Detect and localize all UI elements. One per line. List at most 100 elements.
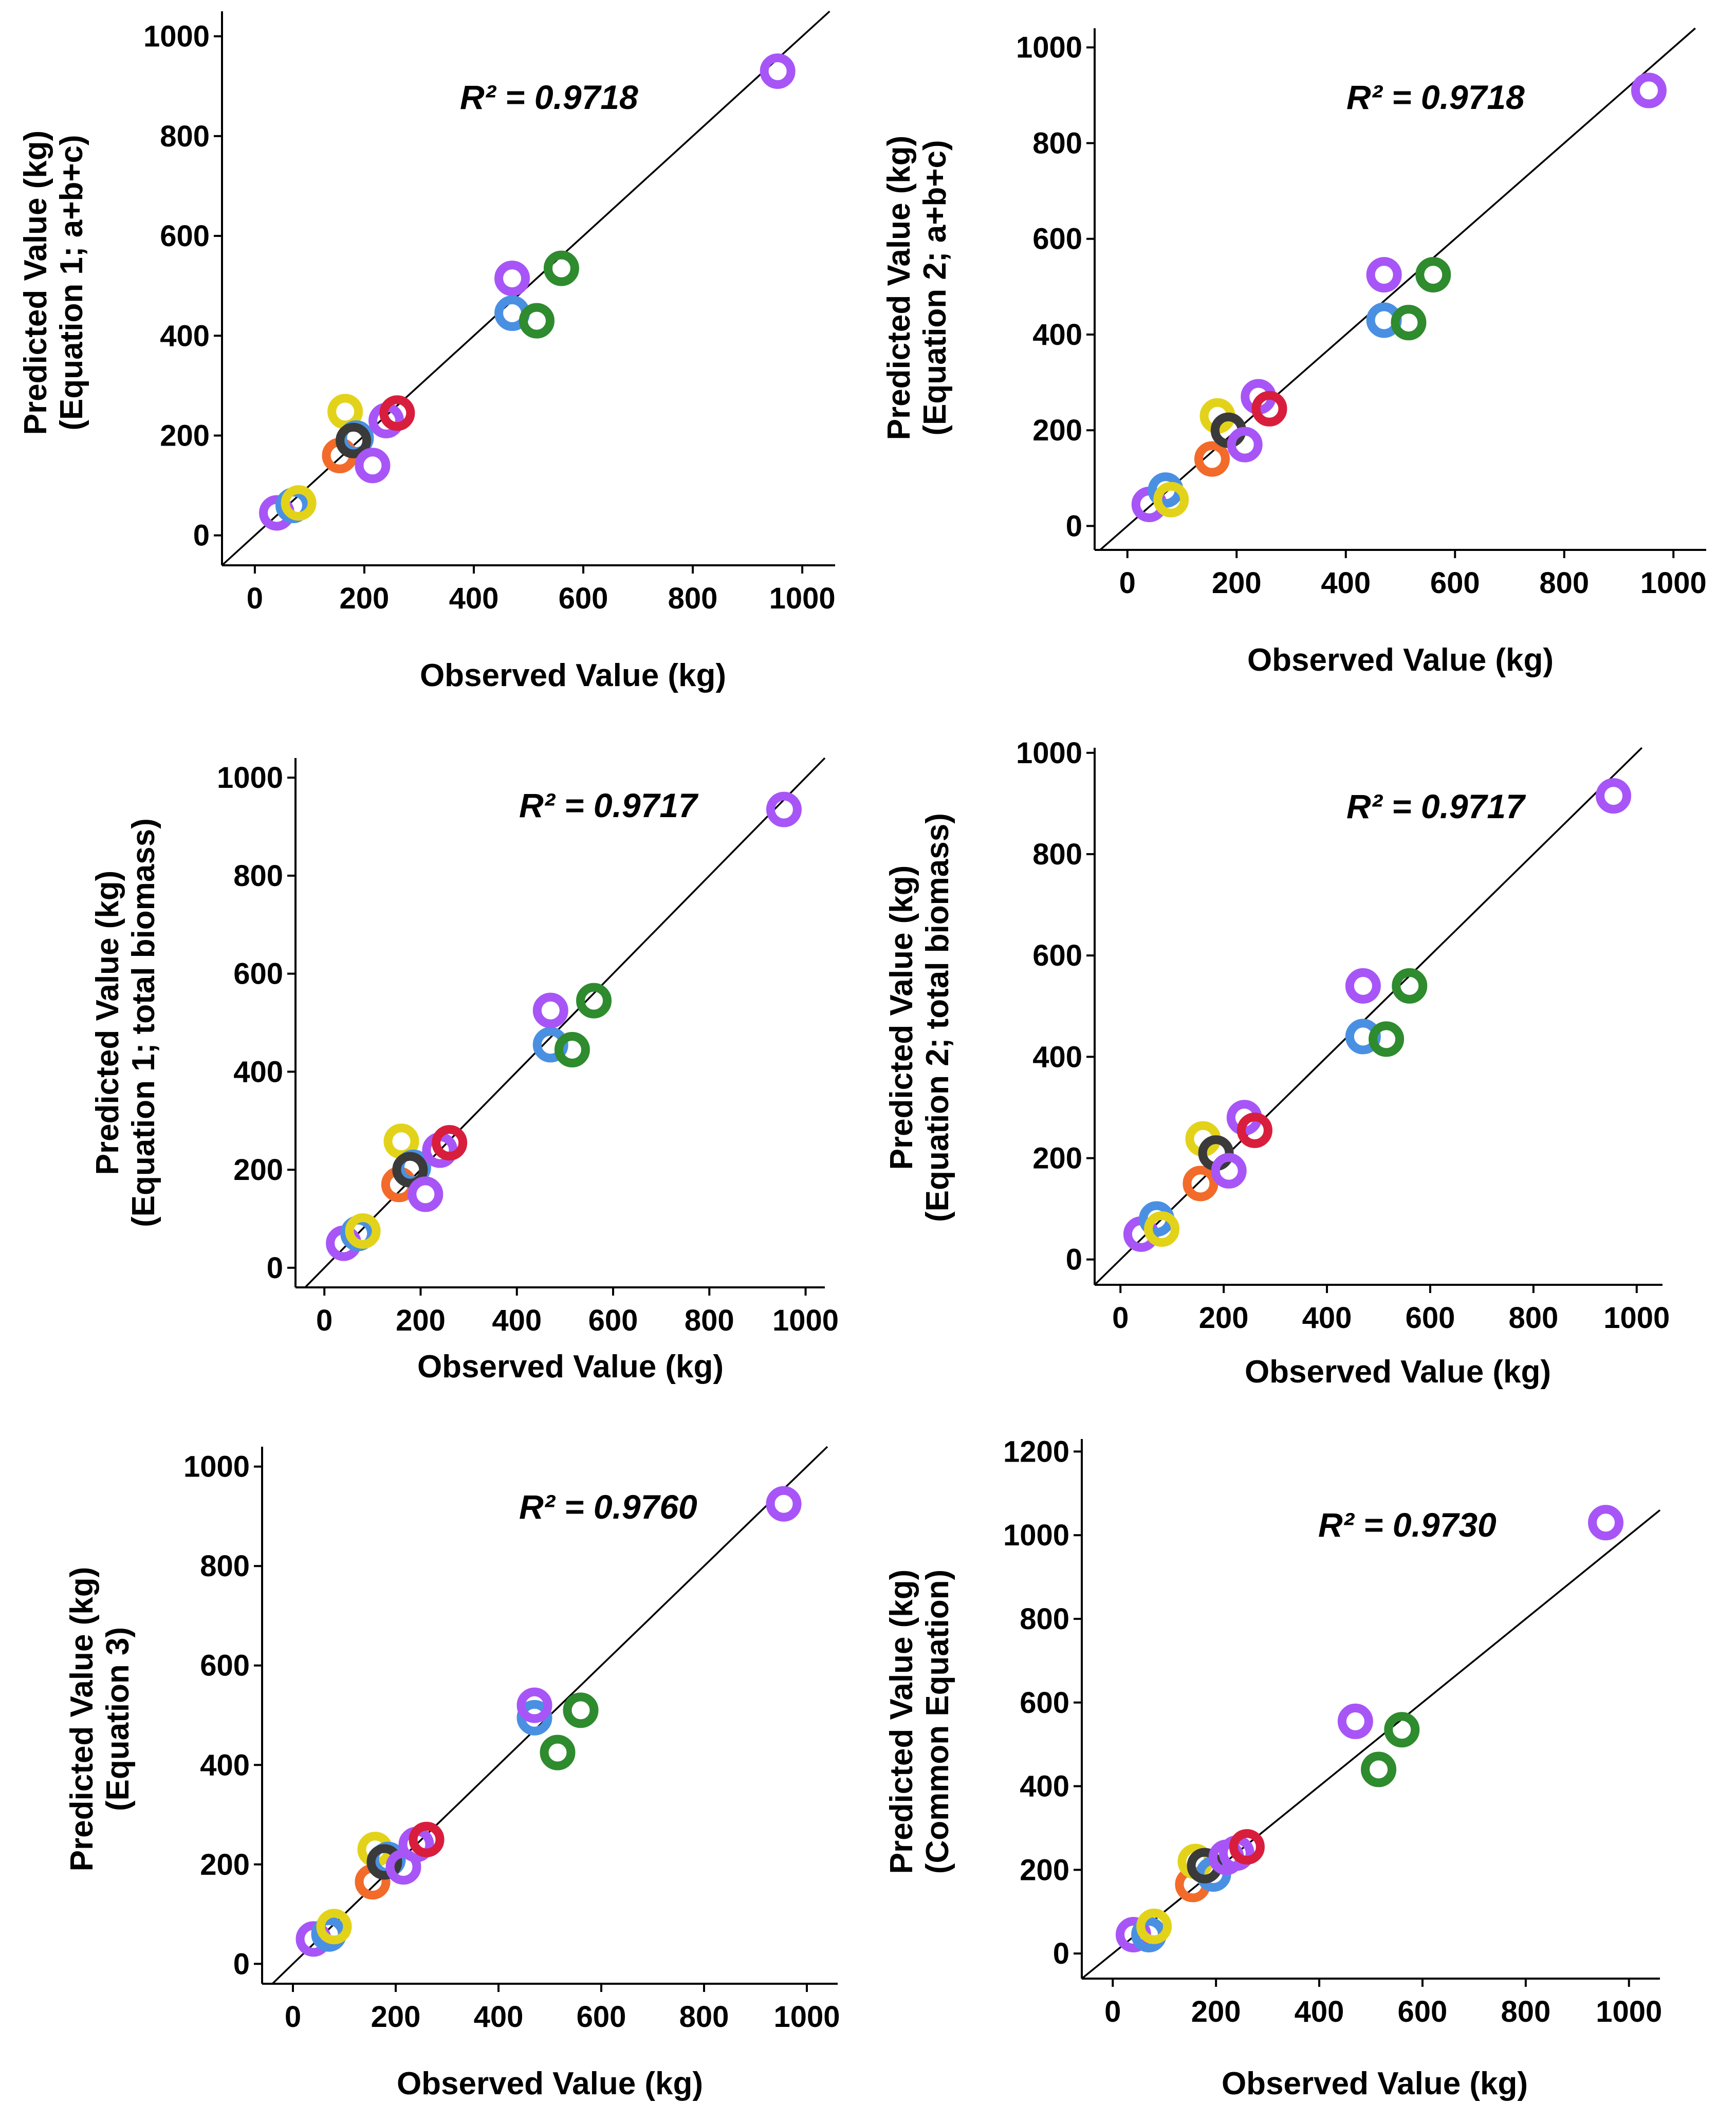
y-tick-label: 200 (160, 419, 210, 452)
x-tick-label: 1000 (773, 2000, 840, 2034)
y-axis-label: Predicted Value (kg) (90, 871, 125, 1175)
x-tick-label: 0 (285, 2000, 301, 2034)
y-tick-label: 800 (200, 1549, 250, 1583)
y-tick-label: 200 (1020, 1853, 1069, 1887)
x-tick-label: 400 (449, 582, 499, 615)
data-point-purple (1588, 1505, 1624, 1541)
x-tick-label: 600 (1398, 1995, 1448, 2028)
y-axis-sublabel: (Equation 2; a+b+c) (917, 140, 953, 435)
y-tick-label: 0 (1053, 1937, 1069, 1970)
one-to-one-line (1094, 747, 1643, 1286)
data-point-red (1229, 1829, 1265, 1865)
y-tick-label: 800 (233, 859, 283, 893)
data-point-black (336, 422, 372, 458)
y-axis-label: Predicted Value (kg) (64, 1567, 100, 1872)
x-tick-label: 0 (1104, 1995, 1121, 2028)
data-point-green (1415, 257, 1451, 293)
data-point-yellow (1144, 1211, 1180, 1247)
y-tick-label: 200 (200, 1848, 250, 1881)
data-point-blue (516, 1700, 552, 1736)
data-point-green (1384, 1712, 1420, 1748)
data-point-red (432, 1125, 468, 1161)
x-tick-label: 1000 (1596, 1995, 1662, 2028)
data-point-yellow (1153, 482, 1189, 518)
panel-common-equation: 0 200 400 600 800 1000 1200 0 200 400 600 800 1000 R²… (884, 1435, 1662, 2101)
data-point-orange (1194, 441, 1230, 477)
x-tick-label: 400 (1302, 1301, 1352, 1335)
data-point-purple (1227, 427, 1263, 463)
y-tick-label: 600 (1032, 223, 1082, 256)
y-tick-label: 1000 (1016, 31, 1082, 64)
x-axis-label: Observed Value (kg) (397, 2066, 703, 2101)
y-tick-label: 600 (1032, 939, 1082, 972)
x-tick-label: 400 (492, 1304, 542, 1337)
y-tick-label: 600 (233, 957, 283, 991)
panel-equation-1-abc: 0 200 400 600 800 1000 0 200 400 600 800 1000 R² = 0… (18, 10, 836, 693)
x-tick-label: 1000 (1603, 1301, 1670, 1335)
data-point-green (540, 1734, 576, 1770)
x-tick-label: 400 (1295, 1995, 1344, 2028)
y-tick-label: 0 (193, 519, 210, 552)
r-squared-label: R² = 0.9717 (519, 786, 699, 824)
data-point-purple (355, 448, 391, 484)
x-tick-label: 1000 (1640, 566, 1707, 600)
y-tick-label: 400 (1020, 1770, 1069, 1803)
data-point-purple (1366, 257, 1402, 293)
data-point-purple (494, 261, 530, 297)
x-tick-label: 200 (1191, 1995, 1241, 2028)
y-tick-label: 1000 (143, 20, 210, 53)
data-point-green (519, 303, 555, 339)
x-tick-label: 0 (1112, 1301, 1129, 1335)
panel-equation-3: 0 200 400 600 800 1000 0 200 400 600 800 1000 R² = 0… (64, 1446, 840, 2101)
x-axis-label: Observed Value (kg) (1245, 1354, 1551, 1390)
data-point-green (563, 1692, 599, 1728)
y-axis-sublabel: (Equation 1; total biomass) (126, 818, 161, 1227)
x-axis-label: Observed Value (kg) (417, 1349, 724, 1385)
x-tick-label: 0 (247, 582, 263, 615)
y-tick-label: 800 (1032, 838, 1082, 871)
data-point-green (576, 983, 612, 1019)
y-tick-label: 800 (1032, 126, 1082, 160)
data-point-purple (532, 992, 568, 1028)
x-tick-label: 200 (396, 1304, 446, 1337)
data-point-yellow (316, 1909, 352, 1945)
r-squared-label: R² = 0.9718 (1346, 78, 1525, 116)
y-tick-label: 1000 (217, 761, 283, 795)
data-point-red (1251, 391, 1287, 427)
data-point-yellow (281, 485, 317, 521)
y-tick-label: 800 (1020, 1602, 1069, 1636)
y-axis-sublabel: (Equation 3) (100, 1627, 136, 1811)
data-point-green (1391, 305, 1427, 341)
data-point-purple (516, 1687, 552, 1723)
data-point-green (1361, 1751, 1397, 1787)
y-tick-label: 400 (1032, 318, 1082, 352)
y-tick-label: 1200 (1003, 1435, 1069, 1468)
x-axis-label: Observed Value (kg) (1247, 642, 1554, 678)
data-point-purple (1337, 1703, 1373, 1739)
data-point-orange (1183, 1166, 1218, 1202)
y-tick-label: 0 (267, 1251, 283, 1285)
y-axis-sublabel: (Equation 2; total biomass) (920, 813, 955, 1222)
data-point-purple (1596, 778, 1632, 814)
data-point-purple (766, 1486, 802, 1522)
x-tick-label: 800 (1508, 1301, 1558, 1335)
r-squared-label: R² = 0.9718 (460, 78, 638, 116)
data-point-green (554, 1031, 590, 1067)
y-tick-label: 1000 (183, 1450, 250, 1484)
panel-equation-1-total-biomass: 0 200 400 600 800 1000 0 200 400 600 800 1000 R² = 0… (90, 757, 839, 1385)
y-tick-label: 0 (233, 1947, 250, 1981)
r-squared-label: R² = 0.9760 (519, 1488, 697, 1526)
x-tick-label: 200 (1199, 1301, 1249, 1335)
x-tick-label: 0 (316, 1304, 333, 1337)
x-tick-label: 400 (474, 2000, 524, 2034)
data-point-yellow (1136, 1908, 1172, 1944)
data-point-purple (766, 791, 802, 827)
y-tick-label: 400 (1032, 1040, 1082, 1074)
data-point-purple (1211, 1153, 1247, 1189)
x-tick-label: 600 (588, 1304, 638, 1337)
x-axis-label: Observed Value (kg) (420, 658, 726, 693)
x-tick-label: 600 (577, 2000, 626, 2034)
panel-equation-2-abc: 0 200 400 600 800 1000 0 200 400 600 800 1000 R² = 0… (881, 27, 1707, 678)
y-tick-label: 0 (1066, 1243, 1082, 1277)
